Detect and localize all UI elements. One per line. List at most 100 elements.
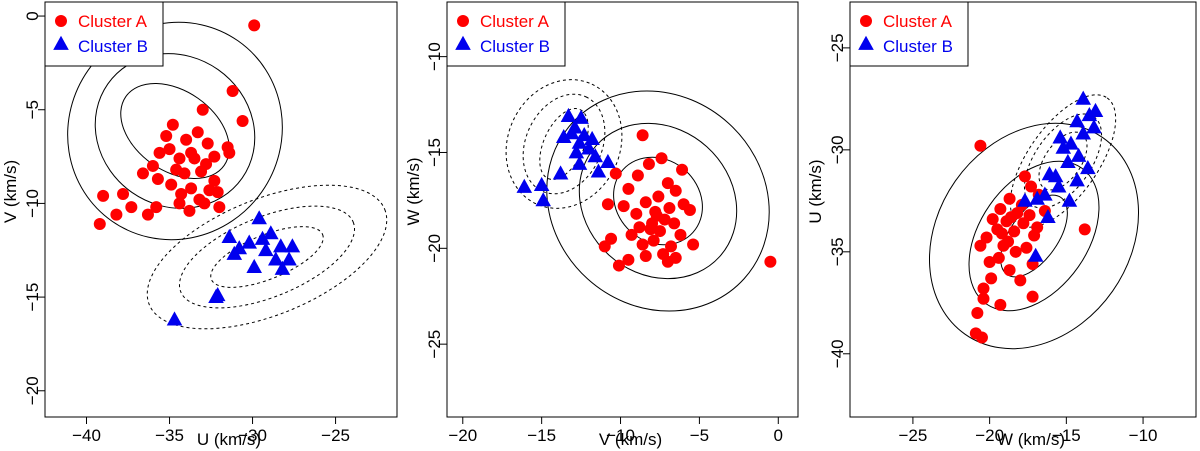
cluster-a-point [644,223,657,236]
cluster-a-point [974,239,987,252]
cluster-a-point [683,203,696,216]
cluster-a-point [974,139,987,152]
cluster-b-point [600,153,616,168]
y-tick-label: −40 [828,339,847,368]
cluster-b-point [1081,106,1098,122]
cluster-a-point [183,204,196,217]
cluster-b-point [226,245,243,260]
cluster-a-contour-2 [94,53,256,209]
points-group [969,90,1104,344]
cluster-a-point [180,133,193,146]
cluster-b-contour-2 [178,205,356,309]
cluster-a-point [617,200,630,213]
legend: Cluster A Cluster B [446,1,566,67]
cluster-a-point [196,103,209,116]
cluster-b-point [1029,190,1045,205]
cluster-a-point [163,143,176,156]
legend-label-cluster-a: Cluster A [480,12,550,31]
cluster-b-point [1080,160,1096,175]
legend-label-cluster-b: Cluster B [480,37,550,56]
x-tick-label: −25 [898,426,927,445]
cluster-b-contour-2 [522,93,606,195]
cluster-a-point [636,238,649,251]
legend-label-cluster-a: Cluster A [883,12,953,31]
panel-1: −40 −35 −30 −25 −20 −15 −10 −5 0 U (km/s) V (km/s)… [1,1,398,449]
cluster-a-point [980,231,993,244]
cluster-a-point [141,208,154,221]
legend-box [849,1,969,67]
cluster-a-point [647,234,660,247]
y-tick-label: −35 [828,237,847,266]
cluster-b-point [166,311,183,326]
x-tick-label: −15 [527,426,556,445]
y-axis-label: V (km/s) [1,160,20,223]
cluster-b-point [272,238,289,253]
points-group [516,107,777,272]
cluster-a-point [248,19,261,32]
cluster-b-point [1060,153,1076,168]
cluster-a-point [1003,264,1016,277]
cluster-a-point [1025,180,1038,193]
y-tick-label: −15 [425,138,444,167]
cluster-a-point [173,197,186,210]
cluster-a-point [977,282,990,295]
x-tick-label: −15 [1052,426,1081,445]
cluster-b-point [560,107,577,122]
cluster-b-point [1050,178,1067,193]
cluster-a-point [669,251,682,264]
cluster-b-point [590,163,607,178]
cluster-a-point [994,202,1007,215]
cluster-b-point [555,128,572,144]
cluster-a-point [655,152,668,165]
legend-triangle-icon [53,35,69,50]
x-tick-label: −30 [238,426,267,445]
cluster-a-point [994,298,1007,311]
cluster-a-contour-3 [928,122,1140,350]
cluster-a-point [1026,290,1039,303]
cluster-b-point [1070,147,1087,162]
cluster-b-point [563,125,580,140]
cluster-b-point [208,288,224,303]
cluster-b-point [573,109,589,124]
legend-label-cluster-b: Cluster B [78,37,148,56]
cluster-b-point [587,148,604,163]
cluster-a-point [1028,229,1041,242]
x-tick-label: −25 [321,426,350,445]
cluster-b-point [571,155,588,170]
y-tick-label: −15 [23,283,42,312]
cluster-a-point [1023,209,1036,222]
legend-triangle-icon [858,35,874,50]
legend-triangle-icon [455,35,471,50]
cluster-a-point [160,129,173,142]
cluster-b-point [1052,129,1068,144]
legend-circle-icon [860,15,872,27]
cluster-b-point [246,258,262,274]
cluster-b-point [1086,119,1102,134]
panel-2: −20 −15 −10 −5 0−25−20−15−10V (km/s)W (km/s)… [404,1,799,449]
cluster-a-point [668,217,681,230]
x-axis-label: V (km/s) [599,430,662,449]
cluster-a-point [173,152,186,165]
cluster-b-contour-1 [210,226,324,288]
panel-3: −25 −20 −15 −10 −40 −35 −30 −25 W (km/s) U (km/s)… [806,1,1197,449]
cluster-a-point [669,184,682,197]
x-tick-label: −40 [72,426,101,445]
y-tick-label: −20 [23,376,42,405]
cluster-b-point [281,251,297,266]
legend-box [44,1,164,67]
cluster-b-point [251,210,267,225]
cluster-b-point [1055,139,1072,154]
cluster-a-point [1008,225,1021,238]
y-tick-label: −20 [425,234,444,263]
y-axis-label: W (km/s) [404,158,423,226]
cluster-a-contour-1 [120,82,230,180]
cluster-a-point [195,165,208,178]
cluster-a-point [208,174,221,187]
y-tick-label: −5 [23,100,42,119]
legend-label-cluster-a: Cluster A [78,12,148,31]
cluster-a-point [983,256,996,269]
cluster-a-point [191,126,204,139]
legend-circle-icon [55,15,67,27]
x-tick-label: −35 [155,426,184,445]
